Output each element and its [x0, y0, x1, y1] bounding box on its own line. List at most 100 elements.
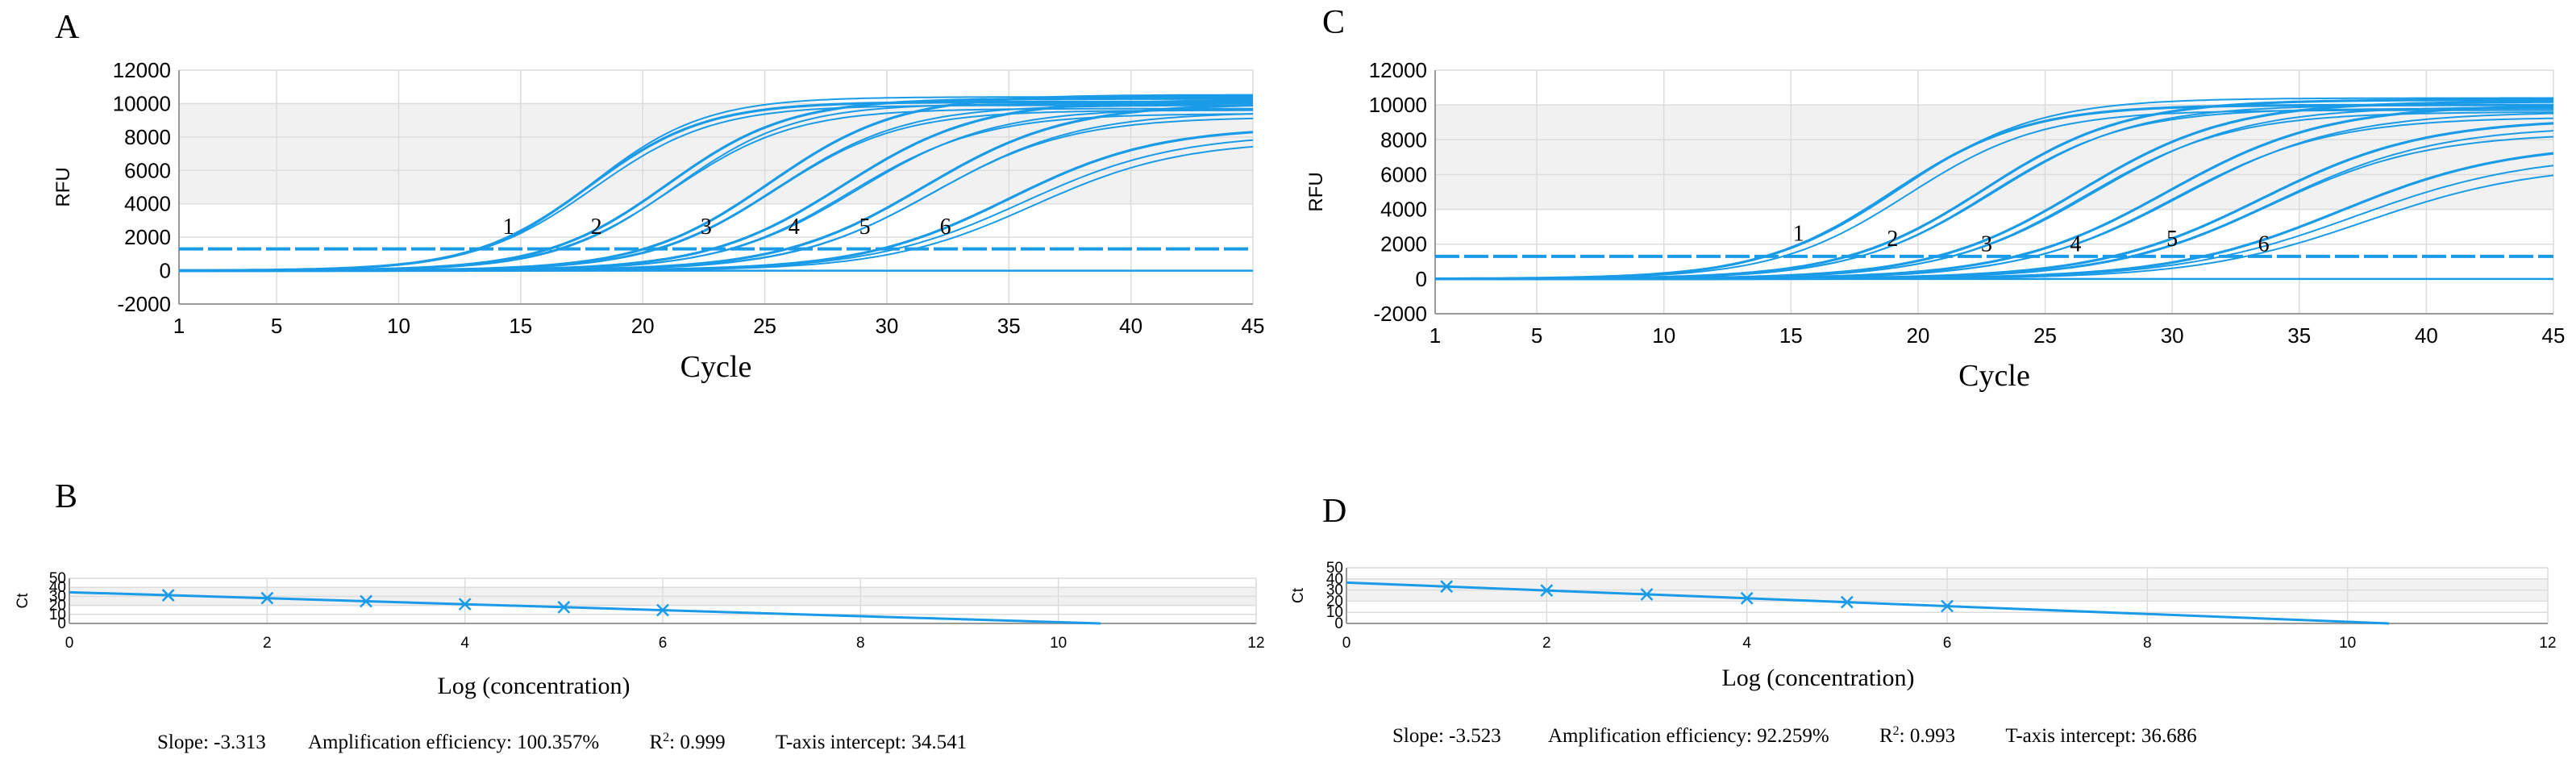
r-squared-exponent: 2	[1892, 724, 1900, 738]
regression-line	[69, 590, 1101, 625]
panel-label-b: B	[55, 478, 78, 515]
dilution-label: 1	[503, 215, 514, 240]
r-squared-number: : 0.993	[1899, 725, 1956, 748]
dilution-label: 2	[591, 215, 602, 240]
x-tick-label: 45	[1242, 314, 1265, 338]
x-tick-label: 5	[271, 314, 282, 338]
data-point	[260, 591, 274, 605]
x-tick-label: 2	[263, 635, 272, 652]
y-tick-label: 4000	[124, 192, 171, 216]
dilution-label: 6	[2258, 231, 2270, 256]
data-point	[1640, 588, 1654, 601]
x-tick-label: 30	[2161, 323, 2184, 348]
y-tick-label: 8000	[1380, 127, 1427, 152]
slope-value: Slope: -3.523	[1392, 725, 1501, 748]
x-tick-label: 8	[856, 635, 865, 652]
data-point	[161, 589, 175, 602]
x-tick-label: 6	[1943, 635, 1952, 652]
x-tick-label: 15	[509, 314, 532, 338]
x-tick-label: 4	[460, 635, 469, 652]
dilution-label: 3	[1981, 231, 1992, 256]
y-tick-label: 12000	[1369, 58, 1427, 82]
x-tick-label: 12	[1247, 635, 1264, 652]
y-axis-title: Ct	[15, 593, 31, 609]
y-tick-label: 30	[1326, 582, 1343, 599]
x-tick-label: 20	[1906, 323, 1929, 348]
y-tick-label: 40	[49, 579, 66, 596]
x-tick-label: 35	[2287, 323, 2311, 348]
data-point	[1440, 580, 1454, 594]
y-tick-label: 10000	[1369, 93, 1427, 117]
dilution-label: 5	[859, 215, 871, 240]
data-point	[557, 600, 571, 614]
data-point	[1941, 599, 1954, 613]
x-tick-label: 2	[1542, 635, 1551, 652]
slope-value: Slope: -3.313	[157, 732, 266, 754]
amplification-curve	[179, 145, 1254, 272]
x-tick-label: 15	[1779, 323, 1803, 348]
x-tick-label: 10	[1652, 323, 1675, 348]
panel-label-d: D	[1322, 493, 1347, 530]
y-tick-label: 6000	[1380, 162, 1427, 186]
x-tick-label: 10	[2339, 635, 2356, 652]
y-tick-label: -2000	[118, 292, 172, 316]
y-tick-label: 40	[1326, 571, 1343, 588]
y-tick-label: 10	[49, 607, 66, 623]
y-tick-label: 8000	[124, 125, 171, 149]
y-tick-label: 0	[1416, 267, 1427, 291]
y-tick-label: 10000	[113, 91, 171, 115]
x-axis-title: Cycle	[1958, 359, 2030, 393]
r-squared-exponent: 2	[663, 731, 670, 744]
r-squared-letter: R	[649, 732, 664, 754]
stats-line-b: Slope: -3.313 Amplification efficiency: …	[157, 731, 967, 754]
amplification-curve	[1435, 174, 2554, 280]
x-tick-label: 12	[2539, 635, 2556, 652]
r-squared-value: R2: 0.999	[649, 731, 725, 754]
x-tick-label: 5	[1531, 323, 1542, 348]
y-tick-label: 20	[49, 598, 66, 615]
y-tick-label: 10	[1326, 604, 1343, 621]
x-tick-label: 40	[1119, 314, 1142, 338]
r-squared-number: : 0.999	[669, 732, 726, 754]
dilution-label: 4	[789, 215, 800, 240]
dilution-label: 2	[1887, 227, 1898, 252]
y-tick-label: 0	[1334, 615, 1343, 632]
x-tick-label: 1	[1429, 323, 1441, 348]
r-squared-value: R2: 0.993	[1879, 724, 1955, 748]
data-point	[1540, 584, 1554, 598]
data-point	[458, 598, 472, 611]
x-tick-label: 40	[2415, 323, 2438, 348]
y-tick-label: 50	[1326, 560, 1343, 577]
stats-line-d: Slope: -3.523 Amplification efficiency: …	[1392, 724, 2197, 748]
panel-label-c: C	[1322, 4, 1346, 41]
y-tick-label: 4000	[1380, 198, 1427, 222]
x-axis-title: Cycle	[680, 350, 752, 384]
y-tick-label: 20	[1326, 593, 1343, 610]
data-point	[1740, 591, 1754, 605]
y-axis-title: RFU	[52, 167, 74, 206]
y-axis-title: Ct	[1290, 587, 1307, 603]
dilution-label: 3	[701, 215, 712, 240]
efficiency-value: Amplification efficiency: 100.357%	[307, 732, 600, 754]
y-tick-label: 50	[49, 570, 66, 587]
y-tick-label: 6000	[124, 158, 171, 182]
intercept-value: T-axis intercept: 36.686	[2005, 725, 2197, 748]
amplification-chart-c: 1 5 10 15 20 25 30 35 40 45-200002000400060008000…	[1305, 58, 2566, 393]
intercept-value: T-axis intercept: 34.541	[775, 732, 968, 754]
x-tick-label: 20	[631, 314, 655, 338]
y-tick-label: 0	[160, 259, 171, 283]
y-tick-label: 12000	[113, 58, 171, 82]
x-tick-label: 35	[997, 314, 1021, 338]
regression-line	[1346, 581, 2390, 625]
x-tick-label: 1	[173, 314, 185, 338]
x-tick-label: 8	[2143, 635, 2152, 652]
x-tick-label: 0	[65, 635, 74, 652]
x-tick-label: 6	[659, 635, 668, 652]
x-tick-label: 10	[387, 314, 410, 338]
x-tick-label: 0	[1342, 635, 1351, 652]
data-point	[1840, 595, 1854, 609]
y-tick-label: -2000	[1374, 302, 1428, 326]
x-tick-label: 45	[2542, 323, 2566, 348]
